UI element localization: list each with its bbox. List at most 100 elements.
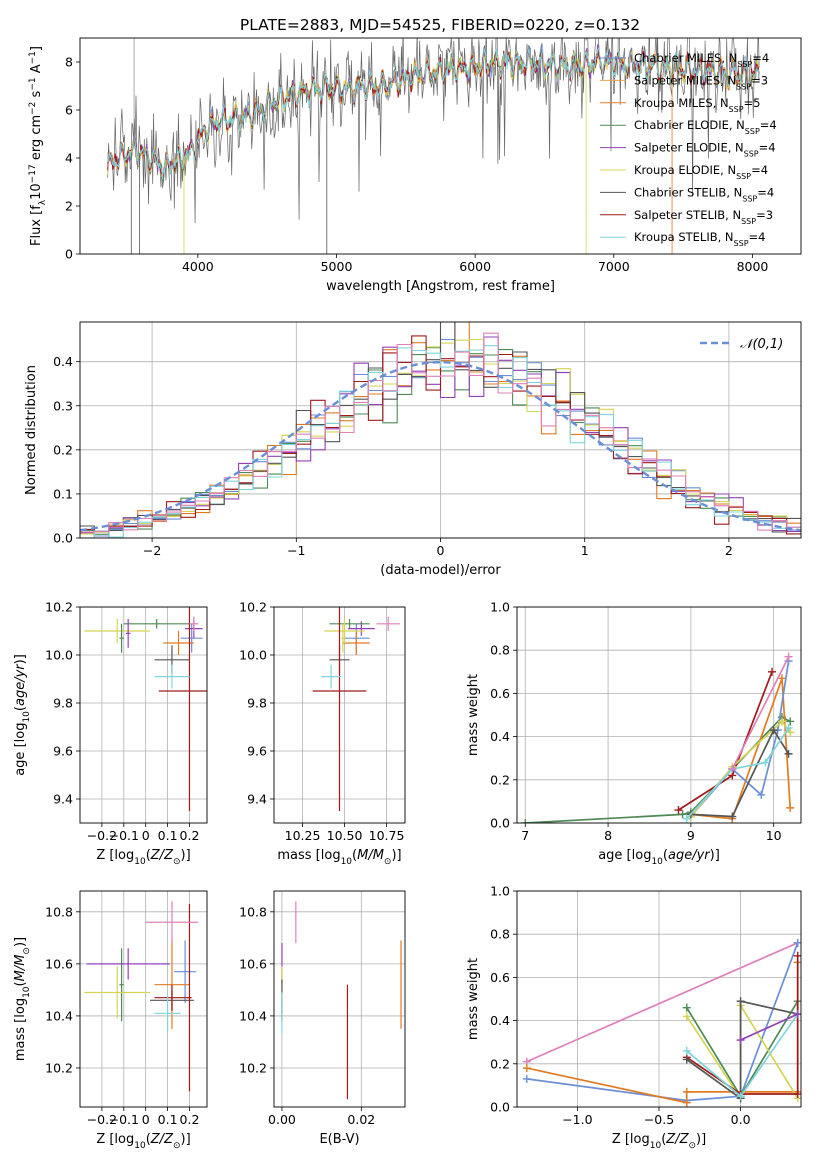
x-axis-label: (data-model)/error — [380, 563, 501, 578]
weight-marker — [769, 726, 778, 735]
error-bar — [324, 619, 365, 643]
x-axis-label: Z [log10(Z/Z⊙)] — [612, 1132, 706, 1151]
legend-sub: SSP — [745, 127, 760, 136]
x-label-part: ( — [352, 848, 357, 863]
x-tick-label: 7000 — [598, 259, 630, 274]
y-tick-label: 10.2 — [239, 1060, 267, 1075]
y-tick-label: 2 — [65, 199, 73, 214]
axes-frame — [273, 606, 406, 824]
x-tick-label: −0.1 — [109, 1112, 139, 1127]
x-tick-label: −0.2 — [87, 828, 117, 843]
x-tick-label: 0.2 — [180, 828, 200, 843]
x-label-part: )] — [710, 848, 720, 863]
legend-count: =3 — [751, 73, 768, 87]
x-tick-label: −1.0 — [562, 1112, 592, 1127]
weight-line — [526, 942, 799, 1102]
weight-marker — [784, 723, 793, 732]
y-tick-label: 6 — [65, 103, 73, 118]
axes: −0.2−0.1 0 0.1 0.29.49.69.810.010.2Z [log10… — [13, 600, 208, 867]
y-label-part: ( — [13, 981, 28, 986]
grid-lines — [274, 891, 405, 1107]
legend-name: Chabrier ELODIE, N — [634, 118, 745, 132]
legend-count: =4 — [760, 118, 777, 132]
legend-sub: SSP — [736, 172, 751, 181]
y-tick-label: 10.4 — [239, 1008, 267, 1023]
legend-sub: SSP — [736, 82, 751, 91]
x-label-part: age [log — [598, 848, 651, 863]
x-tick-label: 5000 — [321, 259, 353, 274]
legend-count: =4 — [751, 163, 768, 177]
x-axis-label: wavelength [Angstrom, rest frame] — [326, 279, 555, 294]
y-tick-label: 10.4 — [45, 1008, 73, 1023]
x-tick-label: 0 — [142, 828, 150, 843]
y-label-part: λ — [38, 199, 48, 205]
y-label-part: )] — [13, 654, 28, 664]
weight-marker — [736, 1036, 745, 1045]
legend-count: =4 — [749, 230, 766, 244]
legend-name: Salpeter STELIB, N — [634, 208, 741, 222]
histogram-step — [80, 322, 801, 533]
y-label-part: mass [log — [13, 998, 28, 1061]
x-axis-label: E(B-V) — [319, 1132, 359, 1147]
weight-marker — [682, 1003, 691, 1012]
error-bar — [347, 621, 375, 636]
y-axis-label: age [log10(age/yr)] — [13, 654, 32, 776]
weight-marker — [682, 1098, 691, 1107]
error-bar — [341, 623, 345, 653]
x-tick-label: −0.5 — [644, 1112, 674, 1127]
x-tick-label: 4000 — [182, 259, 214, 274]
x-tick-label: 10.75 — [369, 828, 405, 843]
error-bar — [84, 966, 151, 1019]
normal-curve — [80, 360, 801, 532]
error-bar — [154, 984, 190, 1011]
weight-line — [731, 656, 790, 770]
weight-line — [740, 1013, 799, 1041]
x-label-part: 10 — [650, 1141, 662, 1151]
x-label-part: ⊙ — [173, 1141, 181, 1151]
figure-title: PLATE=2883, MJD=54525, FIBERID=0220, z=0… — [240, 16, 640, 34]
error-bar — [163, 631, 194, 655]
plot-area — [281, 901, 402, 1100]
weight-marker — [757, 790, 766, 799]
weight-marker — [768, 667, 777, 676]
weight-marker — [682, 1046, 691, 1055]
histogram-step — [80, 336, 801, 538]
y-tick-label: 0.8 — [490, 927, 510, 942]
x-label-part: (data-model)/error — [380, 563, 501, 578]
y-label-part: Flux [f — [29, 205, 44, 246]
weight-marker — [728, 765, 737, 773]
weight-marker — [784, 749, 793, 758]
y-label-part: age [log — [13, 723, 28, 776]
y-label-part: A — [29, 64, 44, 77]
y-label-part: 10 — [29, 183, 44, 200]
y-tick-label: 9.6 — [53, 744, 73, 759]
legend-name: Kroupa STELIB, N — [634, 230, 734, 244]
x-label-part: 10 — [134, 1141, 146, 1151]
x-tick-label: 0.2 — [180, 1112, 200, 1127]
weight-marker — [786, 803, 795, 812]
weight-marker — [784, 652, 793, 661]
x-tick-label: 10.50 — [327, 828, 363, 843]
x-label-part: ( — [146, 1132, 151, 1147]
x-tick-label: −2 — [143, 543, 161, 558]
weight-marker — [793, 1090, 801, 1099]
error-bar — [189, 616, 199, 631]
weight-marker — [761, 758, 770, 767]
x-label-part: E(B-V) — [319, 1132, 359, 1147]
y-tick-label: 0.4 — [490, 729, 510, 744]
y-axis-label: Flux [fλ10−17 erg cm−2 s−1 A−1] — [28, 46, 48, 246]
y-tick-label: 9.6 — [247, 744, 267, 759]
x-tick-label: 0.02 — [347, 1112, 375, 1127]
y-axis-label: mass weight — [466, 674, 481, 756]
y-tick-label: 0.8 — [490, 643, 510, 658]
weight-marker — [793, 938, 801, 947]
y-axis-label: mass weight — [466, 958, 481, 1040]
x-tick-label: 8000 — [737, 259, 769, 274]
weight-marker — [674, 806, 683, 815]
plot-area — [84, 901, 199, 1092]
weight-line — [686, 1000, 798, 1101]
y-tick-label: 1.0 — [490, 884, 510, 899]
y-label-part: −1 — [28, 51, 38, 64]
weight-marker — [793, 951, 801, 960]
